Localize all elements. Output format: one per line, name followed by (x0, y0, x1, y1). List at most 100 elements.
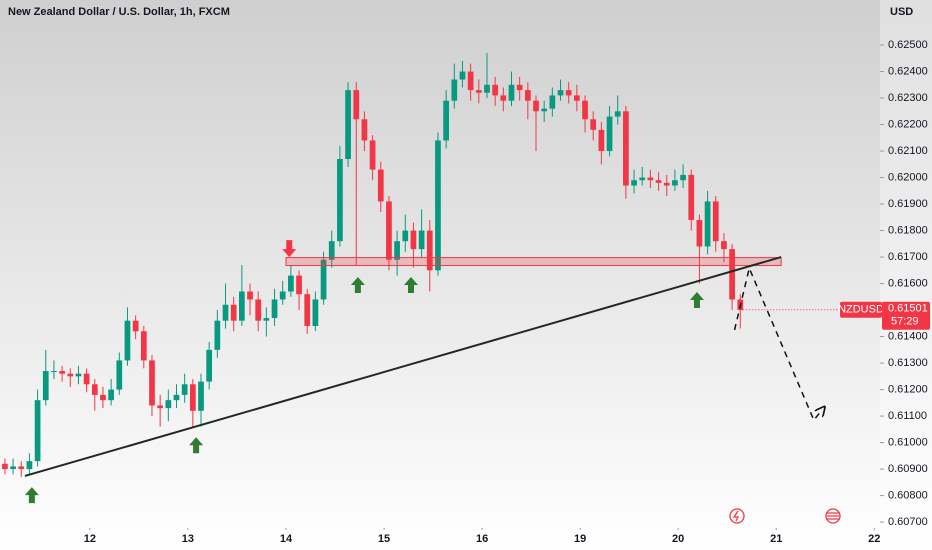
candle-body (255, 299, 262, 321)
candle-body (451, 79, 458, 101)
plot: 0.60700 0.60800 0.60900 0.61000 0.61100 0.612… (2, 39, 930, 545)
candle-body (516, 84, 523, 91)
candle-body (353, 90, 360, 120)
y-tick-label: 0.61100 (888, 410, 927, 422)
icons (729, 508, 841, 524)
candle-body (337, 159, 343, 242)
candle-body (623, 111, 629, 186)
candle-body (475, 90, 482, 93)
candle-body (500, 95, 507, 101)
candle-body (582, 100, 588, 120)
candle-body (508, 84, 515, 101)
candle-body (140, 331, 147, 361)
candle-body (647, 177, 654, 181)
candle-body (222, 304, 229, 321)
y-tick-label: 0.60800 (888, 489, 928, 501)
candle-body (59, 371, 65, 374)
candle-body (696, 219, 703, 247)
candle-body (574, 95, 580, 101)
candle-body (729, 249, 735, 300)
candle-body (386, 201, 392, 260)
candle-body (467, 71, 474, 91)
candle-body (198, 381, 204, 411)
candle-body (459, 71, 466, 80)
y-tick-label: 0.62100 (888, 145, 928, 157)
symbol-label: NZDUSD (838, 304, 884, 316)
x-tick-label: 12 (84, 533, 96, 545)
x-tick-label: 15 (378, 533, 390, 545)
candle-body (443, 100, 449, 141)
candle-body (100, 394, 106, 401)
x-tick-label: 20 (672, 533, 684, 545)
candle-body (18, 466, 25, 470)
y-tick-label: 0.62500 (888, 39, 928, 51)
y-tick-label: 0.61600 (888, 277, 928, 289)
candle-body (165, 400, 172, 409)
candle-body (712, 201, 719, 242)
symbol-tag (840, 301, 882, 318)
up-arrow (689, 292, 704, 309)
countdown-label: 57:29 (891, 316, 919, 328)
x-tick-label: 16 (476, 533, 488, 545)
y-tick-label: 0.62300 (888, 92, 928, 104)
event-icon-bolt (732, 510, 740, 522)
resistance-zone (285, 257, 782, 267)
y-tick-label: 0.61300 (888, 357, 928, 369)
candle-body (533, 100, 539, 112)
candle-body (279, 291, 286, 300)
x-tick-label: 21 (770, 533, 782, 545)
candle-body (663, 182, 670, 186)
candle-body (263, 318, 270, 321)
candle-body (108, 389, 114, 401)
up-arrow (189, 437, 204, 454)
candle-body (34, 400, 41, 462)
candle-body (614, 111, 621, 117)
candle-body (320, 259, 327, 300)
y-tick-label: 0.61700 (888, 251, 928, 263)
candle-body (426, 230, 433, 271)
candle-body (116, 360, 123, 390)
event-icon[interactable] (729, 508, 745, 524)
candle-body (206, 349, 213, 382)
price-axis-panel (880, 0, 932, 550)
candle-body (688, 174, 695, 220)
trendline (24, 256, 782, 477)
candle-body (361, 119, 368, 141)
candle-body (189, 384, 196, 411)
candle-body (524, 90, 531, 101)
candle-body (214, 320, 221, 350)
candle-body (721, 241, 727, 250)
candle-body (91, 384, 98, 395)
y-tick-label: 0.60700 (888, 516, 928, 528)
candle-body (271, 299, 278, 319)
candle-body (590, 119, 597, 130)
candle-body (132, 320, 139, 332)
candle-body (149, 360, 155, 406)
candle-body (565, 90, 572, 96)
up-arrow (24, 487, 39, 504)
candle-body (312, 299, 319, 326)
flag-icon-stripes (827, 512, 839, 520)
candle-body (557, 90, 564, 96)
candle-body (680, 174, 686, 181)
down-arrow (282, 240, 297, 258)
candle-body (247, 291, 253, 300)
y-tick-label: 0.61400 (888, 330, 928, 342)
axis-currency: USD (890, 6, 913, 18)
candle-body (42, 371, 49, 401)
candle-body (75, 373, 82, 377)
candle-body (484, 84, 490, 93)
y-tick-label: 0.61200 (888, 383, 928, 395)
candle-body (304, 294, 311, 326)
candle-body (631, 180, 637, 186)
candle-body (377, 169, 384, 202)
candle-body (345, 90, 351, 160)
candle-body (181, 384, 188, 395)
candle-body (2, 463, 8, 470)
x-tick-label: 14 (280, 533, 293, 545)
candle-body (124, 320, 131, 361)
candle-body (639, 177, 646, 181)
candle-body (435, 140, 441, 271)
y-tick-label: 0.62000 (888, 171, 928, 183)
